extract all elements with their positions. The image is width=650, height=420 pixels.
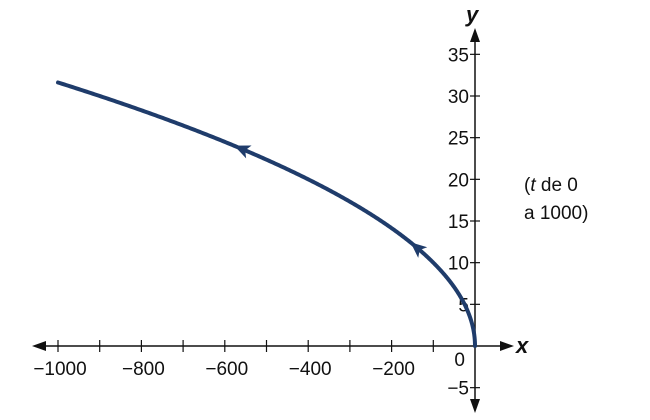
x-tick-label: −400 (289, 359, 332, 380)
x-axis-left-arrow (32, 341, 46, 351)
axes (32, 28, 514, 413)
x-axis-label: x (515, 333, 529, 358)
annotation-rest: de 0 (536, 175, 578, 196)
t-range-annotation: (t de 0 (524, 175, 578, 196)
t-range-annotation-line2: a 1000) (524, 203, 588, 224)
y-tick-label: 25 (448, 129, 469, 150)
direction-arrows (234, 145, 428, 258)
direction-arrow (234, 145, 252, 159)
x-tick-label: −800 (122, 359, 165, 380)
y-tick-label: 20 (448, 170, 469, 191)
y-tick-label: 35 (448, 45, 469, 66)
y-tick-label: 15 (448, 212, 469, 233)
origin-label: 0 (454, 350, 465, 371)
ticks (57, 53, 480, 389)
parametric-curve (56, 80, 477, 348)
x-tick-label: −200 (372, 359, 415, 380)
x-tick-label: −600 (205, 359, 248, 380)
annotation-prefix: ( (524, 175, 531, 196)
y-tick-label: 10 (448, 254, 469, 275)
x-tick-label: −1000 (33, 359, 86, 380)
y-tick-label: 30 (448, 87, 469, 108)
annotation-var: t (530, 175, 536, 196)
direction-arrow (410, 242, 428, 258)
x-axis-right-arrow (500, 341, 514, 351)
y-axis-top-arrow (470, 28, 480, 42)
y-axis-label: y (465, 2, 480, 27)
y-axis-bottom-arrow (470, 399, 480, 413)
y-tick-label: −5 (447, 379, 469, 400)
